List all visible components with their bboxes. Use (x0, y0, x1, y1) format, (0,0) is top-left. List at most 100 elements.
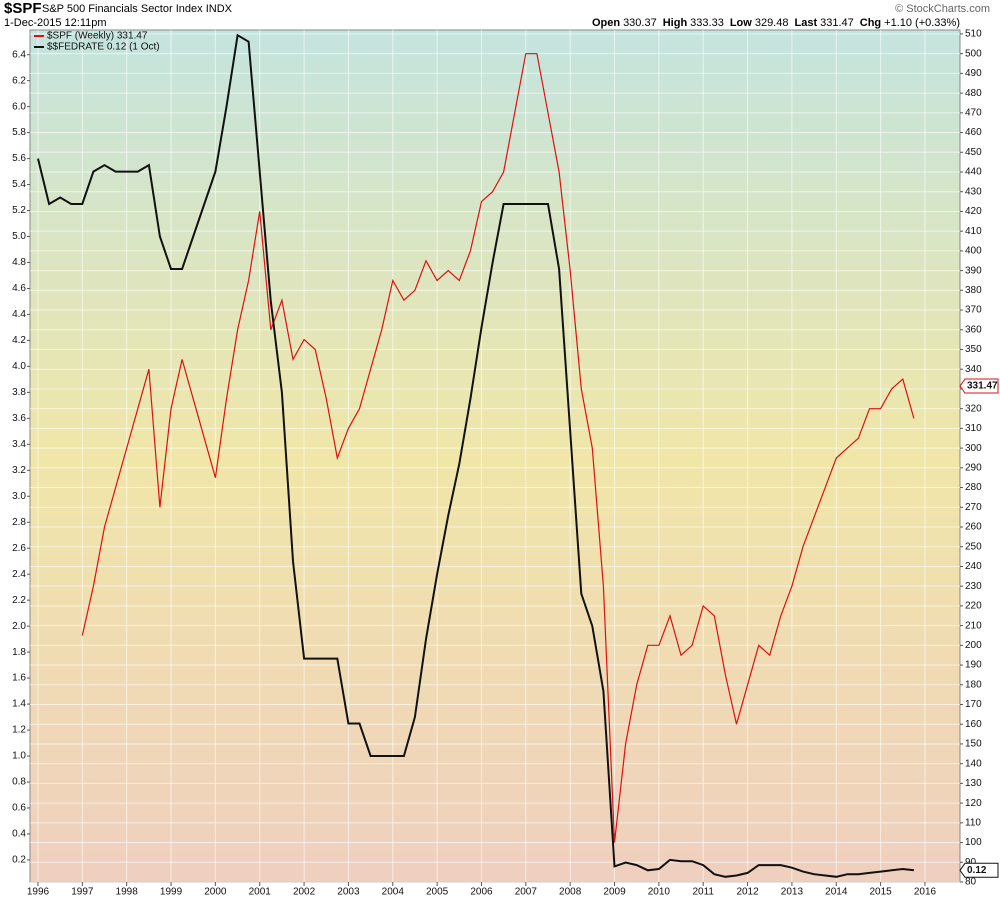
y-tick-label: 1.2 (12, 725, 26, 736)
y2-tick-label: 190 (965, 660, 982, 671)
y2-tick-label: 340 (965, 364, 982, 375)
y-tick-label: 2.2 (12, 595, 26, 606)
y2-tick-label: 400 (965, 246, 982, 257)
y2-tick-label: 510 (965, 29, 982, 40)
header: $SPF S&P 500 Financials Sector Index IND… (0, 0, 1000, 30)
y2-tick-label: 390 (965, 265, 982, 276)
x-tick-label: 2003 (337, 887, 360, 898)
y-tick-label: 6.0 (12, 101, 26, 112)
quote-label: Chg (859, 17, 882, 29)
y-tick-label: 3.6 (12, 413, 26, 424)
y2-tick-label: 290 (965, 462, 982, 473)
quote-label: High (662, 17, 688, 29)
x-tick-label: 2012 (736, 887, 759, 898)
y-tick-label: 2.8 (12, 517, 26, 528)
title-text: S&P 500 Financials Sector Index (42, 3, 203, 15)
y-tick-label: 3.0 (12, 491, 26, 502)
y2-tick-label: 160 (965, 719, 982, 730)
y2-tick-label: 260 (965, 522, 982, 533)
legend-label: $$FEDRATE 0.12 (1 Oct) (47, 42, 160, 53)
x-tick-label: 2008 (559, 887, 582, 898)
quote-item: Chg +1.10 (+0.33%) (860, 17, 960, 29)
title: S&P 500 Financials Sector Index INDX (42, 3, 232, 15)
symbol: $SPF (4, 0, 42, 17)
y-tick-label: 3.4 (12, 439, 26, 450)
y2-tick-label: 240 (965, 561, 982, 572)
y2-tick-label: 140 (965, 758, 982, 769)
x-tick-label: 2005 (426, 887, 449, 898)
x-tick-label: 1997 (71, 887, 94, 898)
y2-tick-label: 210 (965, 620, 982, 631)
tag-label: 331.47 (967, 381, 998, 392)
legend-label: $SPF (Weekly) 331.47 (47, 31, 148, 42)
x-tick-label: 1996 (27, 887, 50, 898)
y-tick-label: 3.8 (12, 387, 26, 398)
x-tick-label: 2016 (914, 887, 937, 898)
y-tick-label: 5.6 (12, 153, 26, 164)
y-tick-label: 4.2 (12, 335, 26, 346)
y-tick-label: 4.8 (12, 257, 26, 268)
y2-tick-label: 110 (965, 817, 981, 828)
series-line (37, 33, 915, 878)
y-tick-label: 0.2 (12, 855, 26, 866)
quote-item: Open 330.37 (592, 17, 657, 29)
y-tick-label: 1.8 (12, 647, 26, 658)
x-tick-label: 2000 (204, 887, 227, 898)
y-tick-label: 0.8 (12, 777, 26, 788)
y2-tick-label: 470 (965, 107, 982, 118)
y2-tick-label: 150 (965, 739, 982, 750)
quote-label: Open (591, 17, 621, 29)
y2-tick-label: 450 (965, 147, 982, 158)
y2-tick-label: 480 (965, 88, 982, 99)
y2-tick-label: 200 (965, 640, 982, 651)
y2-tick-label: 310 (965, 423, 982, 434)
x-tick-label: 2009 (603, 887, 626, 898)
quote-label: Low (729, 17, 752, 29)
x-tick-label: 2013 (781, 887, 804, 898)
x-tick-label: 2010 (648, 887, 671, 898)
y2-tick-label: 80 (965, 877, 977, 888)
y2-tick-label: 500 (965, 48, 982, 59)
y-tick-label: 1.4 (12, 699, 26, 710)
y-tick-label: 5.8 (12, 127, 26, 138)
y2-tick-label: 120 (965, 798, 982, 809)
y2-tick-label: 350 (965, 344, 982, 355)
source: © StockCharts.com (895, 3, 990, 15)
x-tick-label: 1998 (116, 887, 139, 898)
tag-box (959, 862, 999, 878)
date: 1-Dec-2015 12:11pm (4, 17, 107, 29)
y2-tick-label: 440 (965, 167, 982, 178)
y-tick-label: 6.4 (12, 49, 26, 60)
y2-tick-label: 130 (965, 778, 982, 789)
y2-tick-label: 250 (965, 541, 982, 552)
quote-item: Low 329.48 (730, 17, 789, 29)
quote-item: Last 331.47 (794, 17, 853, 29)
x-tick-label: 2001 (249, 887, 272, 898)
y2-tick-label: 420 (965, 206, 982, 217)
y-tick-label: 5.0 (12, 231, 26, 242)
x-tick-label: 2002 (293, 887, 316, 898)
x-tick-label: 2011 (692, 887, 714, 898)
y2-tick-label: 90 (965, 857, 977, 868)
x-tick-label: 1999 (160, 887, 183, 898)
y2-tick-label: 370 (965, 305, 982, 316)
quote-value: 333.33 (690, 17, 724, 29)
y2-tick-label: 300 (965, 443, 982, 454)
y-tick-label: 5.2 (12, 205, 26, 216)
exchange: INDX (205, 3, 232, 15)
y-tick-label: 1.0 (12, 751, 26, 762)
y-tick-label: 3.2 (12, 465, 26, 476)
y2-tick-label: 360 (965, 324, 982, 335)
y2-tick-label: 460 (965, 127, 982, 138)
last-value-tag: 331.47 (959, 378, 999, 394)
y2-tick-label: 230 (965, 581, 982, 592)
y2-tick-label: 380 (965, 285, 982, 296)
y-tick-label: 2.0 (12, 621, 26, 632)
quote-value: +1.10 (+0.33%) (884, 17, 960, 29)
quote-value: 329.48 (754, 17, 789, 29)
tag-label: 0.12 (967, 865, 987, 876)
plot-area (29, 29, 961, 883)
y-tick-label: 2.4 (12, 569, 26, 580)
